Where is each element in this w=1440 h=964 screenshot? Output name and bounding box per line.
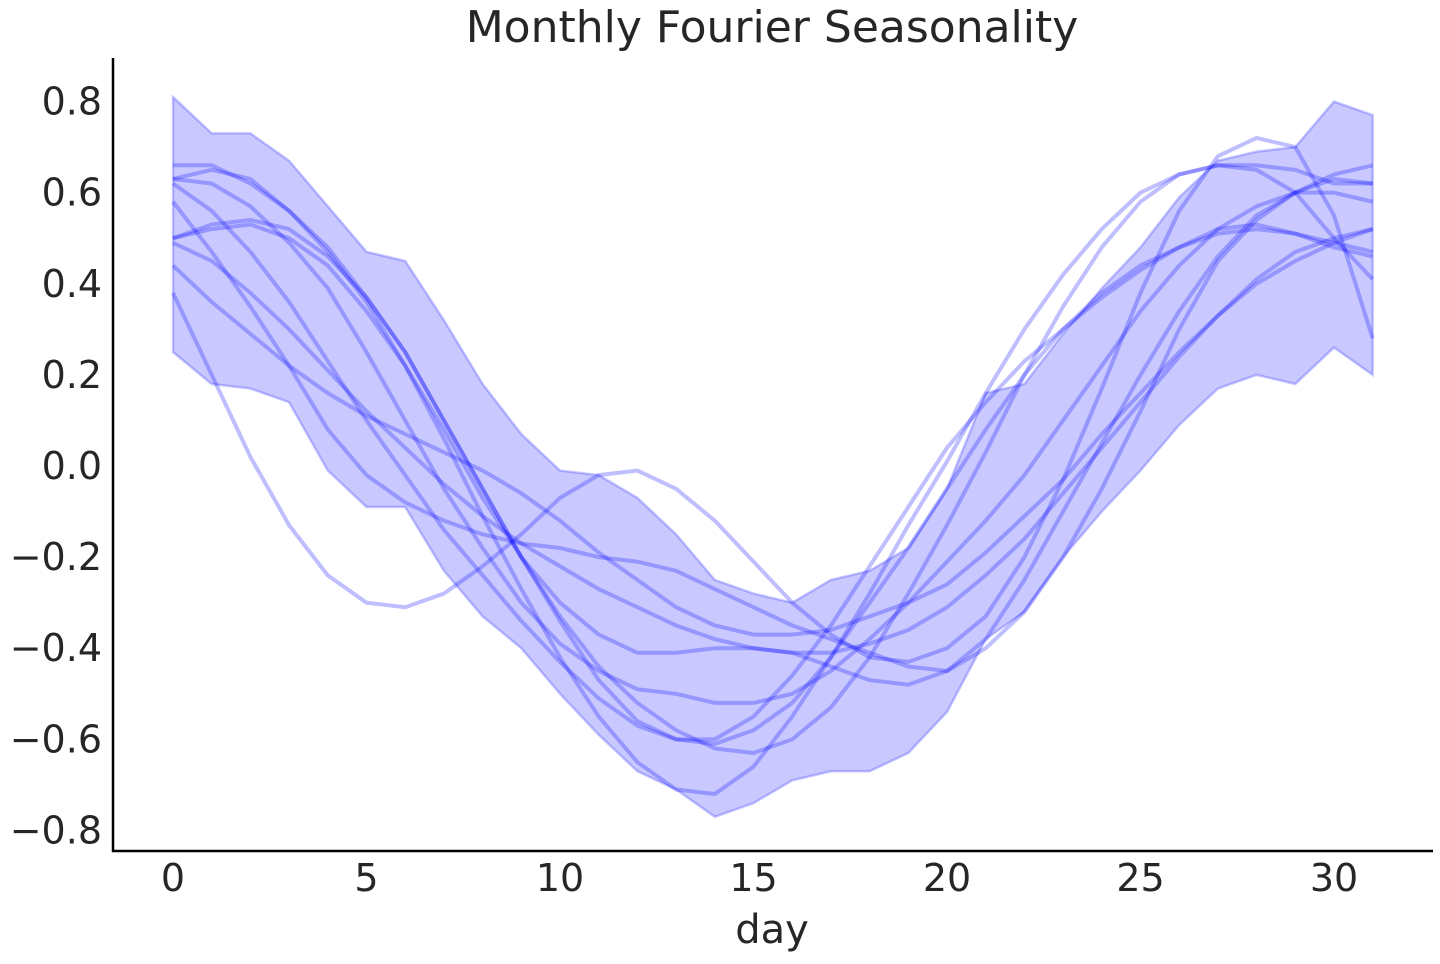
series-line-8: [172, 176, 1374, 705]
x-tick-label: 15: [729, 856, 777, 900]
series-line-1: [171, 135, 1375, 664]
y-tick-label: 0.2: [42, 353, 102, 397]
series-line-9: [172, 176, 1373, 687]
y-tick-label: 0.4: [42, 262, 102, 306]
series-line-2: [173, 163, 1373, 797]
plot-area: [171, 94, 1375, 819]
y-tick-label: 0.6: [42, 171, 102, 215]
y-tick-label: 0.0: [42, 444, 102, 488]
series-line-5: [172, 217, 1374, 742]
chart-title: Monthly Fourier Seasonality: [466, 2, 1079, 53]
x-tick-label: 20: [923, 856, 971, 900]
series-line-3: [172, 163, 1375, 756]
y-tick-label: −0.4: [10, 626, 102, 670]
series-line-7: [171, 227, 1374, 637]
y-tick-labels: 0.8 0.6 0.4 0.2 0.0 −0.2 −0.4 −0.6 −0.8: [10, 80, 102, 853]
y-tick-label: −0.2: [10, 535, 102, 579]
x-tick-label: 10: [536, 856, 584, 900]
x-tick-labels: 0 5 10 15 20 25 30: [161, 856, 1358, 900]
series-line-10: [171, 181, 1374, 746]
y-tick-label: −0.6: [10, 717, 102, 761]
hdi-band: [171, 94, 1374, 819]
series-line-6: [172, 227, 1374, 655]
y-tick-label: −0.8: [10, 808, 102, 852]
x-tick-label: 30: [1310, 856, 1358, 900]
x-axis-label: day: [735, 907, 809, 953]
x-tick-label: 25: [1116, 856, 1164, 900]
y-tick-label: 0.8: [42, 80, 102, 124]
series-line-4: [171, 163, 1374, 674]
x-tick-label: 0: [161, 856, 185, 900]
x-tick-label: 5: [354, 856, 378, 900]
